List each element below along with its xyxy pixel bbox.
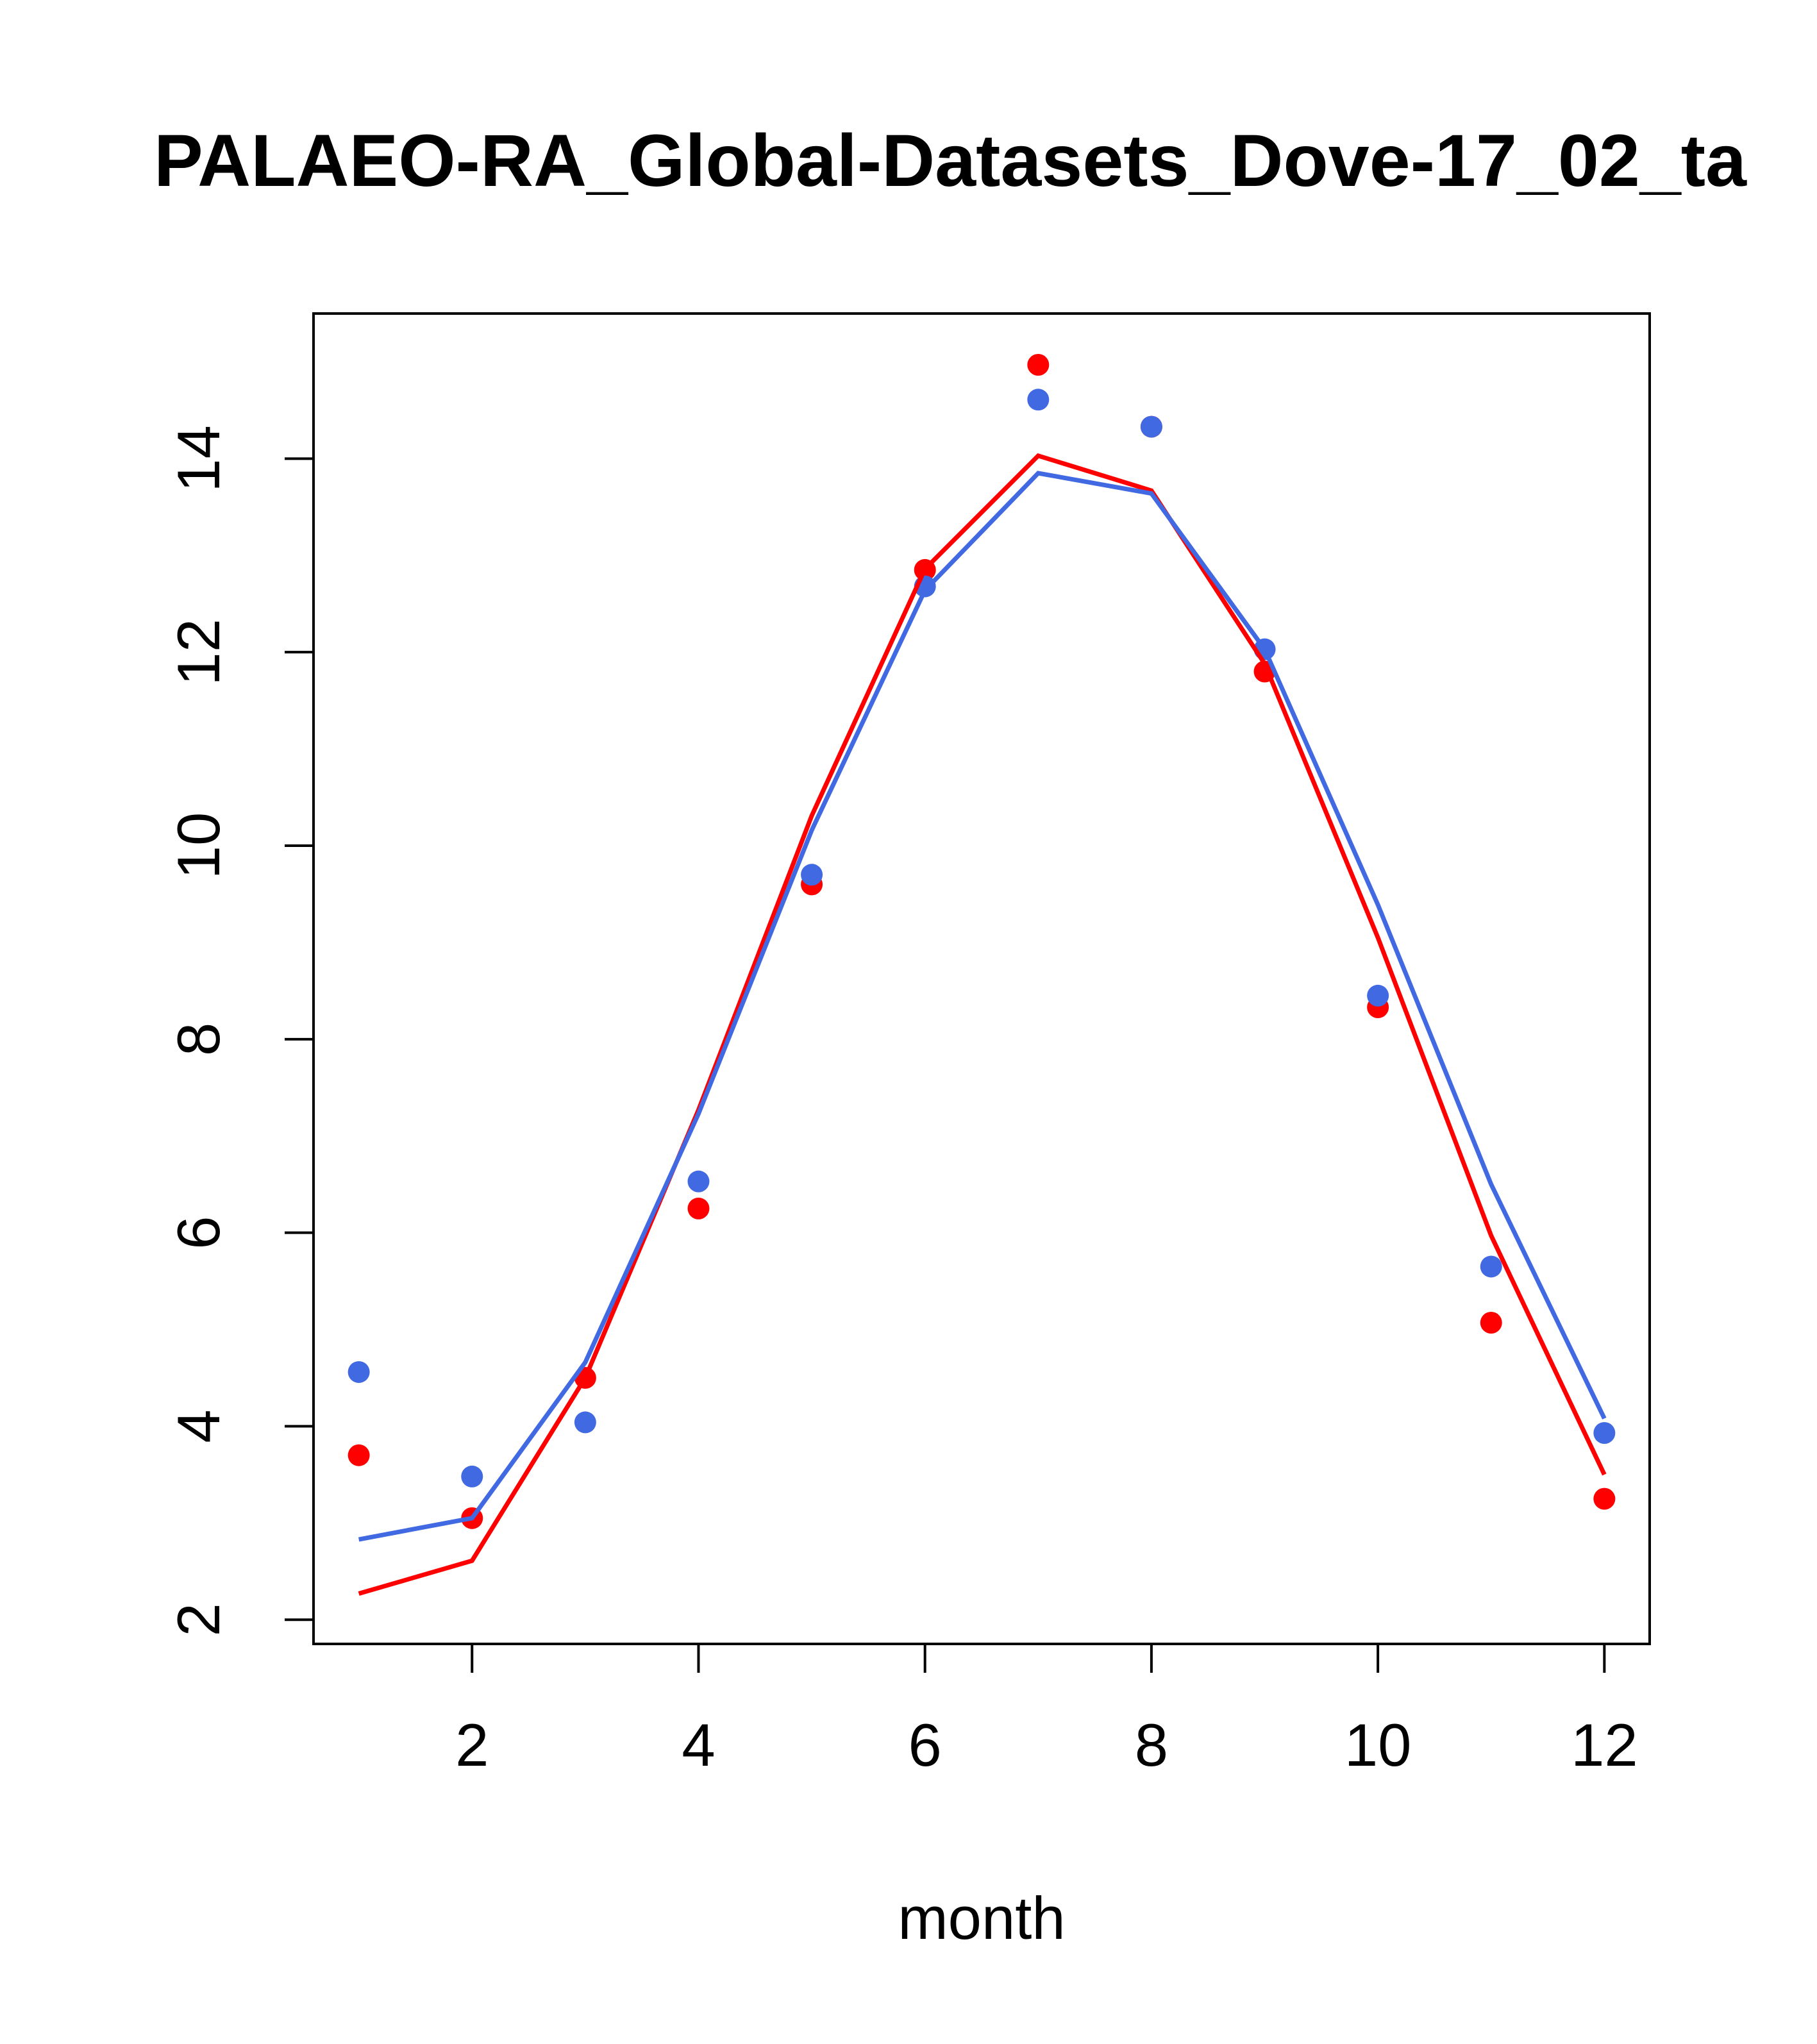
data-point — [1367, 984, 1389, 1007]
y-tick-label: 8 — [165, 1023, 232, 1056]
x-tick-label: 8 — [1135, 1711, 1168, 1779]
data-point — [574, 1411, 596, 1434]
x-tick-label: 6 — [908, 1711, 942, 1779]
series-line — [358, 471, 1607, 1542]
data-point — [461, 1465, 483, 1487]
line-series-2 — [358, 453, 1607, 1596]
data-point — [1480, 1311, 1502, 1334]
data-point — [347, 1361, 370, 1383]
line-series-3 — [358, 471, 1607, 1542]
data-point — [687, 1170, 710, 1193]
chart-title: PALAEO-RA_Global-Datasets_Dove-17_02_ta — [154, 120, 1747, 202]
data-point — [1140, 415, 1162, 438]
data-point — [687, 1197, 710, 1219]
y-tick-label: 10 — [165, 812, 232, 880]
x-axis: 2 4 6 8 10 12 — [455, 1643, 1638, 1779]
series-layer — [347, 353, 1616, 1596]
y-axis: 2 4 6 8 10 12 14 — [165, 425, 315, 1636]
y-tick-label: 14 — [165, 425, 232, 492]
data-point — [1593, 1487, 1616, 1510]
data-point — [1480, 1255, 1502, 1278]
x-tick-label: 4 — [682, 1711, 715, 1779]
data-point — [801, 864, 823, 886]
y-tick-label: 4 — [165, 1409, 232, 1443]
y-tick-label: 6 — [165, 1216, 232, 1249]
data-point — [1027, 353, 1050, 376]
x-tick-label: 10 — [1344, 1711, 1412, 1779]
x-axis-label: month — [898, 1884, 1065, 1952]
data-point — [347, 1444, 370, 1466]
y-tick-label: 12 — [165, 619, 232, 686]
data-point — [1593, 1422, 1616, 1445]
x-tick-label: 12 — [1571, 1711, 1638, 1779]
x-tick-label: 2 — [455, 1711, 489, 1779]
y-tick-label: 2 — [165, 1603, 232, 1636]
data-point — [1027, 389, 1050, 411]
series-line — [358, 453, 1607, 1596]
